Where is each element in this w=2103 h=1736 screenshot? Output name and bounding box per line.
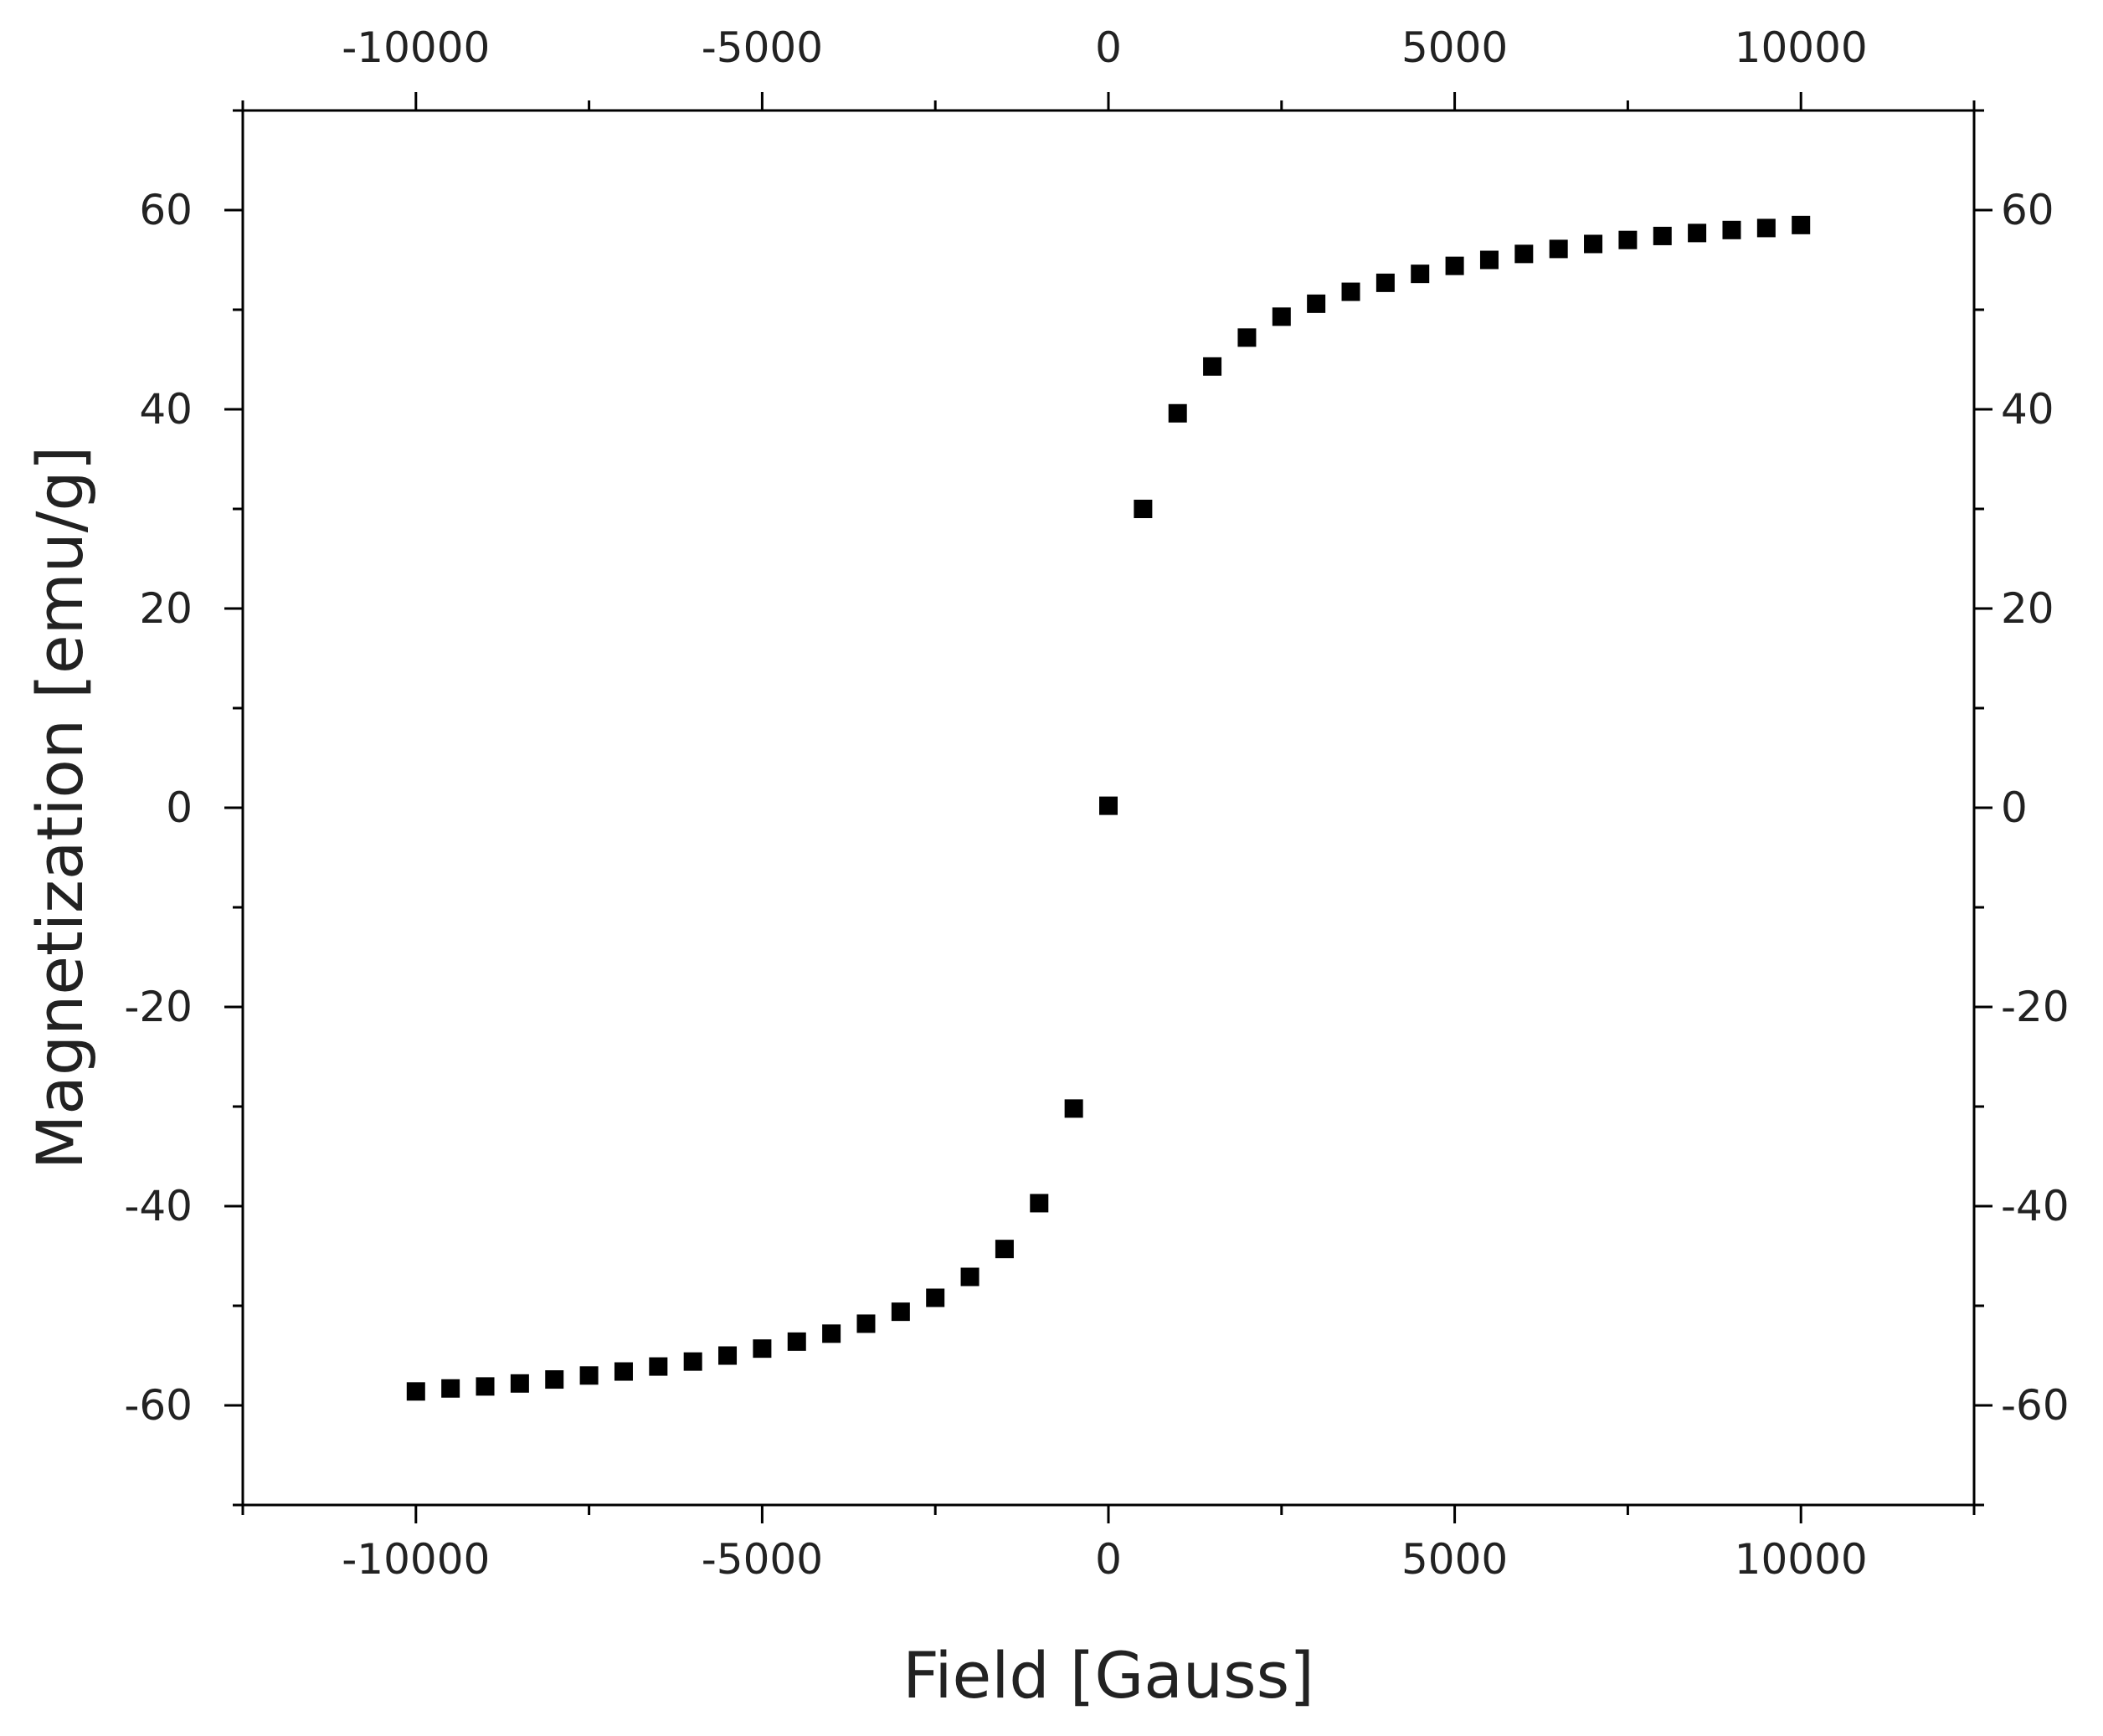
data-point [406,1382,425,1401]
data-point [926,1288,945,1307]
data-point [1411,265,1430,284]
y-tick-label-left: -40 [124,1182,193,1230]
data-point [1688,223,1707,243]
data-point [476,1377,495,1396]
data-point [1514,244,1534,264]
y-tick-label-right: 40 [2001,385,2054,434]
x-tick-label-top: 5000 [1401,23,1508,72]
data-point [891,1302,910,1322]
data-point [1653,226,1672,245]
x-tick-label-top: 10000 [1735,23,1868,72]
data-point [1618,230,1638,249]
x-tick-label-bottom: 5000 [1401,1535,1508,1584]
data-points [406,215,1811,1401]
data-point [1722,220,1741,239]
data-point [995,1240,1014,1259]
data-point [1168,403,1187,423]
data-point [822,1324,841,1343]
data-point [1341,282,1360,301]
y-tick-label-left: 0 [166,783,193,832]
data-point [1445,256,1464,275]
data-point [1237,328,1257,347]
data-point [787,1332,806,1351]
data-point [1099,796,1118,815]
y-tick-label-left: 60 [139,186,193,234]
tick-labels: -10000 -10000 -5000 -5000 0 0 5000 5000 10000 100… [124,23,2069,1584]
y-tick-label-left: -60 [124,1381,193,1430]
x-axis-title: Field [Gauss] [902,1638,1314,1713]
y-tick-label-left: 20 [139,584,193,633]
x-tick-label-top: 0 [1095,23,1122,72]
y-tick-label-right: 60 [2001,186,2054,234]
data-point [1307,294,1326,313]
x-tick-label-top: -5000 [702,23,823,72]
data-point [1375,273,1395,292]
data-point [1064,1099,1083,1118]
y-axis-title: Magnetization [emu/g] [23,446,97,1170]
x-tick-label-bottom: 10000 [1735,1535,1868,1584]
data-point [718,1346,738,1365]
x-tick-label-top: -10000 [342,23,490,72]
data-point [960,1267,980,1287]
tick-marks [224,92,1992,1523]
y-tick-label-right: -20 [2001,983,2070,1031]
data-point [441,1379,460,1398]
y-tick-label-left: -20 [124,983,193,1031]
data-point [614,1362,633,1381]
data-point [1203,357,1222,376]
y-tick-label-right: 0 [2001,783,2028,832]
data-point [1792,215,1811,234]
data-point [683,1352,702,1371]
y-tick-label-right: -60 [2001,1381,2070,1430]
data-point [649,1357,668,1376]
y-tick-label-right: 20 [2001,584,2054,633]
y-tick-label-left: 40 [139,385,193,434]
data-point [856,1314,876,1333]
data-point [1479,250,1499,270]
data-point [1030,1194,1049,1213]
x-tick-label-bottom: 0 [1095,1535,1122,1584]
data-point [1584,234,1603,254]
data-point [1549,239,1568,259]
data-point [1134,500,1153,518]
data-point [1756,218,1776,238]
data-point [510,1374,529,1393]
y-tick-label-right: -40 [2001,1182,2070,1230]
x-tick-label-bottom: -10000 [342,1535,490,1584]
data-point [579,1366,599,1385]
x-tick-label-bottom: -5000 [702,1535,823,1584]
data-point [545,1370,564,1389]
data-point [753,1339,772,1358]
data-point [1272,307,1291,326]
